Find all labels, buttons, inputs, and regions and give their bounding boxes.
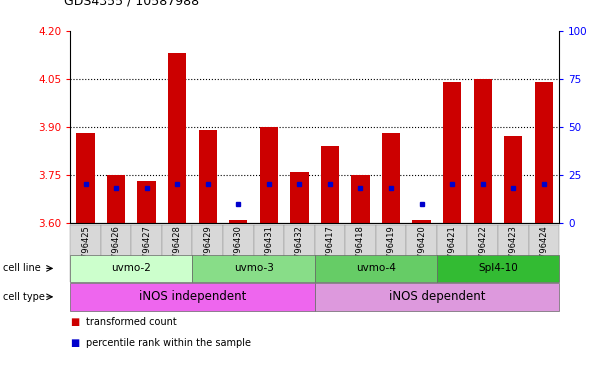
Text: uvmo-2: uvmo-2	[111, 263, 152, 273]
Bar	[199, 130, 217, 223]
Bar	[412, 220, 431, 223]
Text: cell line: cell line	[3, 263, 41, 273]
Bar	[504, 136, 522, 223]
Bar	[382, 133, 400, 223]
Bar	[321, 146, 339, 223]
Text: ■: ■	[70, 338, 79, 348]
Text: transformed count: transformed count	[86, 317, 177, 327]
Bar	[351, 175, 370, 223]
Bar	[137, 181, 156, 223]
Bar	[535, 82, 553, 223]
Text: uvmo-4: uvmo-4	[356, 263, 396, 273]
Text: iNOS independent: iNOS independent	[139, 290, 246, 303]
Bar	[107, 175, 125, 223]
Bar	[443, 82, 461, 223]
Bar	[260, 127, 278, 223]
Bar	[76, 133, 95, 223]
Text: percentile rank within the sample: percentile rank within the sample	[86, 338, 251, 348]
Bar	[168, 53, 186, 223]
Text: iNOS dependent: iNOS dependent	[389, 290, 485, 303]
Bar	[290, 172, 309, 223]
Text: GDS4355 / 10587988: GDS4355 / 10587988	[64, 0, 199, 8]
Text: cell type: cell type	[3, 292, 45, 302]
Bar	[474, 79, 492, 223]
Text: Spl4-10: Spl4-10	[478, 263, 518, 273]
Bar	[229, 220, 247, 223]
Text: uvmo-3: uvmo-3	[233, 263, 274, 273]
Text: ■: ■	[70, 317, 79, 327]
